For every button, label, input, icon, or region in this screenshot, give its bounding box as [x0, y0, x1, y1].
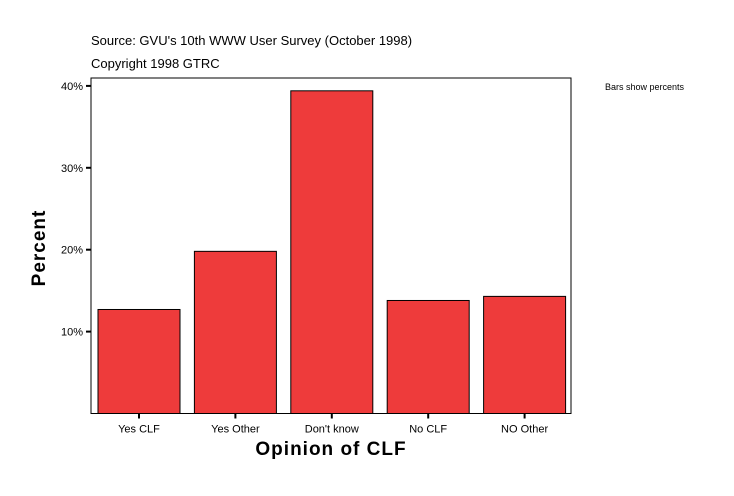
bar [97, 308, 181, 414]
source-text: Source: GVU's 10th WWW User Survey (Octo… [91, 33, 413, 48]
bar [483, 295, 567, 414]
bar [193, 250, 277, 414]
x-tick-label: Don't know [305, 424, 359, 436]
copyright-text: Copyright 1998 GTRC [91, 56, 220, 71]
bar [290, 90, 374, 415]
bars-note: Bars show percents [605, 82, 685, 92]
x-tick-label: No CLF [409, 424, 447, 436]
y-tick-label: 40% [61, 81, 83, 93]
y-tick-label: 20% [61, 245, 83, 257]
x-axis-label: Opinion of CLF [255, 439, 407, 460]
x-tick-label: NO Other [501, 424, 548, 436]
bar [386, 299, 470, 414]
x-tick-label: Yes Other [211, 424, 260, 436]
y-tick-label: 30% [61, 163, 83, 175]
y-tick-label: 10% [61, 327, 83, 339]
x-tick-label: Yes CLF [118, 424, 160, 436]
